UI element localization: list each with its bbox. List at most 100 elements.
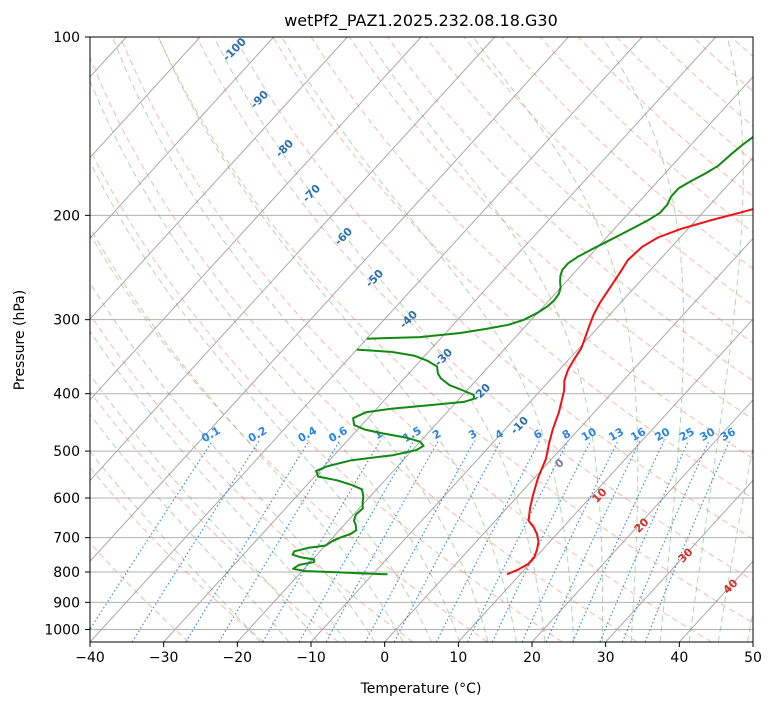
- dry-adiabat-line: [617, 37, 775, 642]
- mixing-ratio-label: 16: [628, 425, 648, 444]
- mixing-ratio-line: [522, 441, 618, 642]
- isotherm-line: [0, 37, 421, 642]
- moist-adiabat-line: [0, 37, 260, 642]
- x-tick-label: 30: [597, 650, 615, 666]
- mixing-ratio-line: [326, 441, 439, 642]
- mixing-ratio-line: [600, 441, 689, 642]
- dry-adiabat-label: -80: [273, 137, 296, 160]
- moist-adiabat-line: [159, 37, 517, 642]
- x-tick-label: 50: [744, 650, 762, 666]
- moist-adiabat-line: [473, 37, 638, 642]
- isotherm-lines: [0, 37, 775, 642]
- isotherm-line: [90, 37, 642, 642]
- dry-adiabat-line: [426, 37, 775, 642]
- moist-adiabat-line: [74, 37, 460, 642]
- y-tick-label: 300: [53, 313, 80, 329]
- dry-adiabat-line: [0, 37, 338, 642]
- dry-adiabat-line: [655, 37, 775, 642]
- moist-adiabat-line: [0, 37, 375, 642]
- isotherm-line: [0, 37, 274, 642]
- mixing-ratio-label: 4: [493, 427, 506, 442]
- isotherm-line: [753, 37, 775, 642]
- dry-adiabat-line: [540, 37, 775, 642]
- mixing-ratio-label: 30: [697, 425, 717, 444]
- mixing-ratio-label: 2: [430, 427, 443, 442]
- moist-adiabat-line: [214, 37, 545, 642]
- dry-adiabat-line: [578, 37, 775, 642]
- dry-adiabat-label: -40: [397, 308, 420, 331]
- y-tick-label: 200: [53, 208, 80, 224]
- moist-adiabat-line: [748, 37, 775, 642]
- mixing-ratio-label: 3: [466, 427, 479, 442]
- x-tick-label: −40: [75, 650, 105, 666]
- x-tick-label: −20: [223, 650, 253, 666]
- x-tick-label: −10: [296, 650, 326, 666]
- dry-adiabat-label: -100: [220, 35, 249, 64]
- mixing-ratio-label: 0.1: [199, 424, 222, 445]
- mixing-ratio-label: 13: [606, 425, 626, 444]
- dry-adiabat-line: [120, 37, 712, 642]
- x-tick-label: 20: [523, 650, 541, 666]
- isotherm-line: [532, 37, 775, 642]
- y-tick-label: 900: [53, 595, 80, 611]
- dry-adiabat-label: -70: [300, 182, 323, 205]
- x-axis-ticks: −40 −30 −20 −10 0 10 20 30 40 50: [75, 642, 762, 666]
- mixing-ratio-label: 10: [579, 425, 599, 444]
- moist-adiabat-line: [0, 37, 318, 642]
- dry-adiabat-line: [0, 37, 189, 642]
- isotherm-line: [0, 37, 200, 642]
- dewpoint-profile: [293, 350, 474, 575]
- dry-adiabat-line: [388, 37, 775, 642]
- dry-adiabat-label: -50: [363, 267, 386, 290]
- isotherm-line: [679, 37, 775, 642]
- y-axis-label: Pressure (hPa): [12, 290, 28, 390]
- isotherm-line: [16, 37, 568, 642]
- mixing-ratio-line: [82, 441, 213, 642]
- dry-adiabat-lines: [0, 37, 775, 642]
- dry-adiabat-line: [273, 37, 775, 642]
- mixing-ratio-line: [645, 441, 730, 642]
- dry-adiabat-line: [0, 37, 263, 642]
- dry-adiabat-line: [44, 37, 563, 642]
- mixing-ratio-line: [132, 441, 259, 642]
- x-tick-label: −30: [149, 650, 179, 666]
- y-tick-label: 1000: [44, 622, 80, 638]
- dewpoint-profile-upper: [367, 37, 775, 339]
- y-axis-ticks: 100 200 300 400 500 600 700 800 900 1000: [44, 30, 90, 638]
- moist-adiabat-line: [282, 37, 574, 642]
- isotherm-line: [385, 37, 775, 642]
- dry-adiabat-line: [464, 37, 775, 642]
- chart-title: wetPf2_PAZ1.2025.232.08.18.G30: [284, 11, 558, 31]
- mixing-ratio-label: 8: [560, 427, 573, 442]
- dry-adiabat-label: -90: [248, 88, 271, 111]
- dry-adiabat-line: [349, 37, 775, 642]
- x-tick-label: 0: [380, 650, 389, 666]
- moist-adiabat-label: 20: [632, 515, 652, 535]
- y-tick-label: 700: [53, 531, 80, 547]
- isotherm-line: [0, 37, 495, 642]
- mixing-ratio-line: [186, 441, 309, 642]
- y-tick-label: 800: [53, 565, 80, 581]
- moist-adiabat-line: [689, 37, 743, 642]
- moist-adiabat-line: [718, 37, 775, 642]
- x-tick-label: 10: [449, 650, 467, 666]
- y-tick-label: 100: [53, 30, 80, 46]
- moist-adiabat-label: 0: [552, 456, 567, 471]
- y-tick-label: 400: [53, 387, 80, 403]
- mixing-ratio-line: [263, 441, 381, 642]
- mixing-ratio-line: [436, 441, 539, 642]
- mixing-ratio-line: [622, 441, 709, 642]
- moist-adiabat-lines: [0, 37, 775, 642]
- y-tick-label: 500: [53, 444, 80, 460]
- mixing-ratio-label: 20: [652, 425, 672, 444]
- x-axis-label: Temperature (°C): [360, 681, 482, 697]
- isotherm-line: [164, 37, 716, 642]
- x-tick-label: 40: [670, 650, 688, 666]
- dry-adiabat-line: [769, 37, 775, 642]
- dry-adiabat-label: -10: [508, 414, 531, 437]
- y-tick-label: 600: [53, 491, 80, 507]
